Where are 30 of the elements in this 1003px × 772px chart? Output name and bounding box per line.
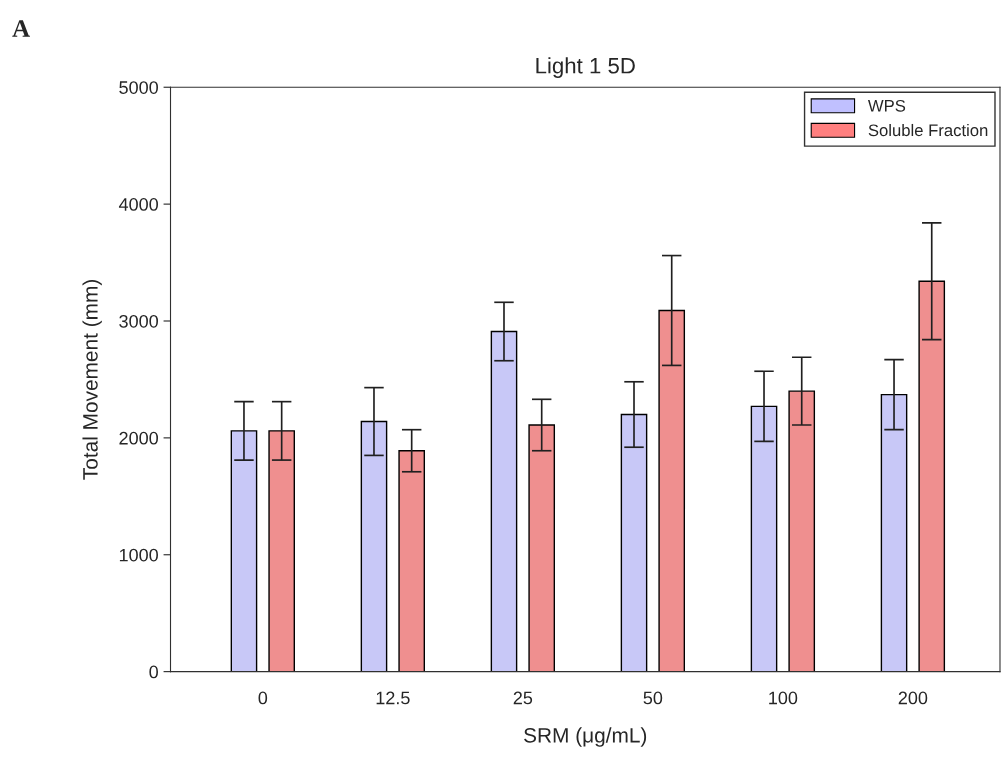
- bar: [620, 413, 648, 672]
- bar: [490, 330, 518, 672]
- bar: [360, 420, 388, 672]
- bar: [880, 393, 908, 672]
- bar: [788, 390, 816, 672]
- legend-label: WPS: [867, 99, 906, 112]
- x-tick-label: 12.5: [376, 691, 410, 705]
- x-tick-label: 100: [769, 691, 798, 705]
- x-tick-label: 0: [258, 691, 268, 705]
- bar: [398, 450, 426, 672]
- bar: [230, 430, 258, 672]
- x-tick-label: 200: [898, 691, 928, 705]
- x-tick-label: 25: [513, 691, 533, 705]
- y-tick-label: 4000: [118, 198, 158, 211]
- y-tick-label: 3000: [119, 314, 158, 328]
- x-axis-title: SRM (μg/mL): [524, 727, 647, 747]
- bar: [658, 309, 686, 672]
- chart-title: Light 1 5D: [536, 57, 635, 78]
- bar: [528, 424, 556, 672]
- legend-label: Soluble Fraction: [868, 123, 988, 137]
- bar: [750, 405, 778, 672]
- y-tick-label: 1000: [119, 548, 158, 562]
- y-tick-label: 0: [149, 665, 158, 679]
- y-tick-label: 5000: [119, 81, 158, 94]
- y-tick-label: 2000: [119, 431, 158, 445]
- bar: [268, 430, 295, 672]
- text: A: [12, 20, 30, 37]
- x-tick-label: 50: [643, 691, 663, 705]
- bar: [918, 280, 946, 672]
- y-axis-title: Total Movement (mm): [82, 280, 102, 480]
